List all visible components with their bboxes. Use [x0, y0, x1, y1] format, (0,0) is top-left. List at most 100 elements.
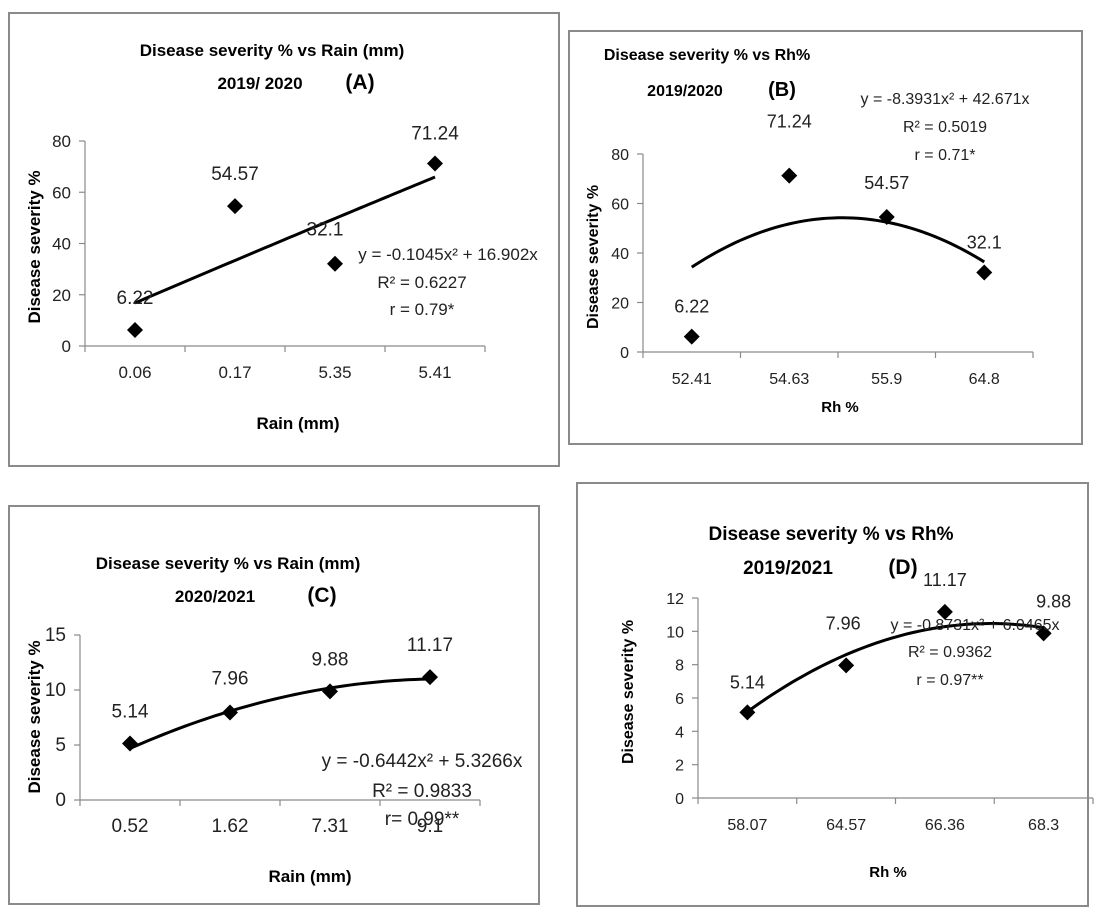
- data-label: 11.17: [407, 635, 453, 656]
- r-squared-label: R² = 0.9362: [908, 644, 992, 661]
- data-point: [222, 704, 238, 721]
- x-tick-label: 0.17: [218, 363, 251, 382]
- r-correlation-label: r = 0.71*: [915, 147, 976, 164]
- data-label: 54.57: [211, 164, 259, 185]
- data-label: 5.14: [112, 701, 149, 722]
- y-tick-label: 6: [675, 691, 684, 708]
- panel-letter: (A): [345, 71, 374, 94]
- x-tick-label: 0.06: [118, 363, 151, 382]
- trendline: [746, 622, 1044, 713]
- chart-subtitle-year: 2019/ 2020: [217, 74, 302, 93]
- x-tick-label: 9.1: [417, 816, 443, 837]
- r-correlation-label: r = 0.97**: [916, 672, 983, 689]
- chart-panel-a: Disease severity % vs Rain (mm) 2019/ 202…: [8, 12, 560, 467]
- y-tick-label: 15: [45, 625, 66, 646]
- data-label: 71.24: [411, 123, 459, 144]
- data-label: 7.96: [212, 668, 249, 689]
- y-tick-label: 80: [52, 132, 71, 151]
- y-tick-label: 12: [666, 591, 684, 608]
- x-tick-label: 64.57: [826, 817, 866, 834]
- data-point: [976, 264, 993, 281]
- y-tick-label: 4: [675, 724, 684, 741]
- data-point: [422, 669, 438, 686]
- x-tick-label: 0.52: [112, 816, 149, 837]
- trendline: [690, 216, 986, 269]
- panel-letter: (B): [768, 79, 796, 101]
- data-point: [838, 657, 855, 674]
- y-tick-label: 60: [52, 183, 71, 202]
- x-axis-title: Rh %: [821, 399, 859, 416]
- data-point: [122, 735, 138, 752]
- chart-title: Disease severity % vs Rain (mm): [96, 554, 361, 573]
- y-tick-label: 40: [52, 235, 71, 254]
- y-axis-title: Disease severity %: [25, 170, 44, 323]
- r-correlation-label: r = 0.79*: [390, 300, 455, 319]
- x-tick-label: 7.31: [312, 816, 349, 837]
- data-point: [1035, 625, 1052, 642]
- x-tick-label: 64.8: [969, 371, 1000, 388]
- y-tick-label: 80: [611, 147, 629, 164]
- r-squared-label: R² = 0.5019: [903, 119, 987, 136]
- y-tick-label: 40: [611, 246, 629, 263]
- x-tick-label: 58.07: [727, 817, 767, 834]
- y-tick-label: 10: [45, 680, 66, 701]
- data-label: 6.22: [117, 288, 154, 309]
- trend-equation: y = -0.1045x² + 16.902x: [358, 245, 538, 264]
- chart-subtitle-year: 2020/2021: [175, 587, 255, 606]
- chart-c-svg: Disease severity % vs Rain (mm) 2020/2021…: [25, 554, 523, 886]
- chart-title: Disease severity % vs Rh%: [708, 524, 953, 545]
- data-point: [427, 155, 443, 172]
- trendline: [129, 677, 431, 750]
- y-tick-label: 0: [55, 790, 66, 811]
- chart-subtitle-year: 2019/2021: [743, 558, 833, 579]
- chart-a-svg: Disease severity % vs Rain (mm) 2019/ 202…: [25, 41, 538, 433]
- data-point: [322, 683, 338, 700]
- x-tick-label: 68.3: [1028, 817, 1059, 834]
- chart-d-svg: Disease severity % vs Rh% 2019/2021 (D) 0 2 4…: [620, 524, 1094, 881]
- r-correlation-label: r= 0.99**: [385, 809, 460, 830]
- data-point: [127, 322, 143, 339]
- panel-letter: (D): [888, 556, 917, 579]
- y-tick-label: 20: [611, 296, 629, 313]
- panel-letter: (C): [307, 584, 336, 607]
- trend-equation: y = -8.3931x² + 42.671x: [861, 91, 1030, 108]
- data-label: 5.14: [730, 672, 765, 692]
- chart-title: Disease severity % vs Rh%: [604, 47, 810, 64]
- y-tick-label: 0: [620, 345, 629, 362]
- data-point: [739, 704, 756, 721]
- data-point: [683, 328, 700, 345]
- x-tick-label: 52.41: [672, 371, 712, 388]
- y-tick-label: 10: [666, 624, 684, 641]
- y-axis-title: Disease severity %: [620, 620, 637, 764]
- trendline: [134, 175, 436, 305]
- r-squared-label: R² = 0.9833: [372, 781, 472, 802]
- chart-subtitle-year: 2019/2020: [647, 83, 723, 100]
- y-tick-label: 0: [62, 337, 71, 356]
- trend-equation: y = -0.8731x² + 6.0465x: [891, 617, 1060, 634]
- x-tick-label: 54.63: [769, 371, 809, 388]
- x-axis-title: Rain (mm): [256, 414, 339, 433]
- r-squared-label: R² = 0.6227: [377, 273, 466, 292]
- chart-b-svg: Disease severity % vs Rh% 2019/2020 (B) 0 20…: [585, 47, 1034, 416]
- data-label: 32.1: [307, 220, 344, 241]
- x-tick-label: 66.36: [925, 817, 965, 834]
- data-label: 7.96: [826, 613, 861, 633]
- x-tick-label: 5.41: [418, 363, 451, 382]
- y-tick-label: 5: [55, 735, 66, 756]
- data-point: [327, 255, 343, 272]
- y-tick-label: 60: [611, 197, 629, 214]
- data-label: 11.17: [923, 570, 967, 590]
- trend-equation: y = -0.6442x² + 5.3266x: [322, 751, 523, 772]
- chart-panel-d: Disease severity % vs Rh% 2019/2021 (D) 0 2 4…: [576, 482, 1094, 907]
- y-axis-title: Disease severity %: [25, 640, 44, 793]
- chart-panel-b: Disease severity % vs Rh% 2019/2020 (B) 0 20…: [568, 30, 1083, 445]
- y-tick-label: 0: [675, 791, 684, 808]
- data-label: 71.24: [767, 112, 812, 132]
- data-point: [227, 198, 243, 215]
- data-label: 6.22: [674, 297, 709, 317]
- data-point: [781, 167, 798, 184]
- y-tick-label: 20: [52, 286, 71, 305]
- data-label: 9.88: [312, 649, 349, 670]
- data-label: 9.88: [1036, 591, 1071, 611]
- x-tick-label: 1.62: [212, 816, 249, 837]
